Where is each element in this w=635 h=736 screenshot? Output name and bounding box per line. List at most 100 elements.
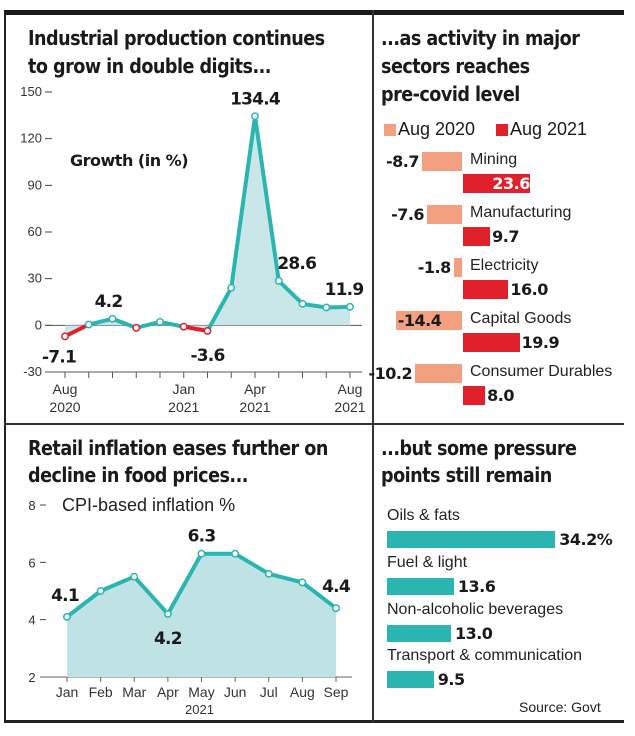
- ip-xtick-label: 2021: [168, 399, 199, 415]
- sector-bar-aug2021: [462, 333, 520, 352]
- pressure-bar: [387, 531, 556, 548]
- cpi-ytick-label: 4: [28, 613, 35, 628]
- sector-bar-aug2020: [395, 311, 462, 330]
- ip-ytick-label: 60: [28, 224, 42, 239]
- ip-xtick-label: Aug: [338, 381, 363, 397]
- cpi-subtitle: CPI-based inflation %: [62, 495, 236, 515]
- ip-xtick-label: 2020: [49, 399, 80, 415]
- cpi-data-point: [197, 549, 206, 558]
- pressure-title-line2: points still remain: [381, 463, 552, 487]
- sector-category-label: Manufacturing: [470, 204, 572, 221]
- ip-data-point: [346, 302, 354, 311]
- cpi-data-label: 4.4: [322, 577, 351, 597]
- pressure-category-label: Non-alcoholic beverages: [387, 601, 564, 618]
- ip-xtick-label: 2021: [239, 399, 270, 415]
- sector-value-aug2021: 8.0: [487, 386, 515, 405]
- ip-data-point: [298, 299, 307, 308]
- sector-value-aug2020: -7.6: [391, 205, 425, 224]
- sectors-legend-aug2020: Aug 2020: [384, 119, 475, 140]
- sector-bar-aug2021: [462, 280, 509, 299]
- cpi-data-label: 6.3: [188, 527, 216, 547]
- pressure-title-line1: ...but some pressure: [381, 436, 577, 460]
- sector-bar-aug2020: [453, 258, 462, 277]
- sector-value-aug2021: 16.0: [510, 280, 548, 299]
- ip-ytick-label: 120: [20, 131, 42, 146]
- pressure-value-label: 9.5: [437, 670, 465, 689]
- ip-data-point: [84, 320, 93, 329]
- ip-data-point: [179, 322, 188, 331]
- cpi-xtick-label: Feb: [89, 684, 113, 700]
- ip-line-segment: [63, 322, 91, 339]
- ip-xtick-label: Jan: [172, 381, 195, 397]
- legend-swatch-aug2021: [496, 124, 508, 137]
- ip-line-segment: [86, 316, 115, 327]
- sector-value-aug2021: 19.9: [521, 333, 560, 352]
- cpi-data-point: [231, 549, 240, 558]
- sector-category-label: Mining: [470, 151, 518, 168]
- ip-line-segment: [181, 324, 210, 333]
- cpi-title-line1: Retail inflation eases further on: [28, 436, 328, 460]
- pressure-bar: [387, 625, 451, 642]
- sector-value-aug2021: 23.6: [492, 174, 530, 193]
- sectors-legend-aug2021: Aug 2021: [496, 119, 587, 140]
- cpi-ytick-label: 8: [28, 498, 35, 513]
- ip-line-segment: [134, 319, 162, 330]
- ip-line-segment: [253, 114, 281, 283]
- ip-data-point: [274, 276, 283, 285]
- ip-line-segment: [205, 285, 234, 333]
- source-note: Source: Govt: [519, 699, 601, 715]
- pressure-category-label: Oils & fats: [387, 507, 460, 524]
- ip-line-segment: [229, 114, 257, 290]
- ip-line-segment: [300, 301, 329, 310]
- cpi-xtick-label: Sep: [324, 684, 349, 700]
- cpi-data-point: [63, 612, 71, 621]
- ip-ytick-label: 0: [35, 317, 42, 332]
- legend-label-aug2021: Aug 2021: [510, 119, 588, 139]
- ip-ytick-label: 30: [28, 271, 42, 286]
- ip-data-point: [156, 317, 164, 326]
- cpi-title-line2: decline in food prices...: [28, 463, 248, 487]
- ip-data-label: 28.6: [277, 254, 316, 274]
- sector-bar-aug2020: [427, 205, 462, 224]
- cpi-xtick-label: Jun: [224, 684, 247, 700]
- cpi-xtick-label: Mar: [122, 684, 146, 700]
- infographic-frame: [4, 10, 624, 723]
- ip-line-segment: [158, 319, 186, 329]
- ip-data-point: [227, 283, 236, 292]
- cpi-data-point: [163, 609, 172, 618]
- sector-category-label: Consumer Durables: [470, 363, 613, 380]
- sectors-title-line2: sectors reaches: [381, 54, 530, 78]
- cpi-xtick-label: Apr: [157, 684, 179, 700]
- pressure-value-label: 34.2%: [559, 530, 613, 549]
- pressure-category-label: Fuel & light: [387, 554, 468, 571]
- sector-bar-aug2021: [462, 174, 531, 193]
- cpi-ytick-label: 2: [28, 670, 35, 685]
- ip-data-point: [108, 314, 117, 323]
- ip-title-line1: Industrial production continues: [28, 26, 325, 50]
- ip-data-point: [132, 323, 141, 332]
- cpi-xtick-label: May: [188, 684, 214, 700]
- ip-ytick-label: -30: [23, 364, 42, 379]
- ip-data-point: [322, 303, 331, 312]
- cpi-year-label: 2021: [185, 702, 214, 717]
- cpi-data-label: 4.2: [154, 629, 182, 649]
- sector-bar-aug2021: [462, 227, 491, 246]
- sector-bar-aug2021: [462, 386, 486, 405]
- pressure-category-label: Transport & communication: [387, 647, 583, 664]
- cpi-xtick-label: Aug: [290, 684, 315, 700]
- ip-xtick-label: Aug: [53, 381, 78, 397]
- cpi-data-point: [264, 569, 273, 578]
- sectors-title-line1: ...as activity in major: [381, 26, 580, 50]
- pressure-value-label: 13.6: [457, 577, 496, 596]
- sector-bar-aug2020: [415, 364, 462, 383]
- ip-line-segment: [110, 316, 139, 330]
- pressure-value-label: 13.0: [454, 624, 493, 643]
- legend-swatch-aug2020: [384, 124, 396, 137]
- sector-zero-line: [462, 150, 463, 412]
- ip-data-label: 134.4: [230, 89, 281, 109]
- ip-data-point: [251, 112, 259, 121]
- ip-xtick-label: Apr: [244, 381, 266, 397]
- ip-subtitle: Growth (in %): [70, 151, 189, 170]
